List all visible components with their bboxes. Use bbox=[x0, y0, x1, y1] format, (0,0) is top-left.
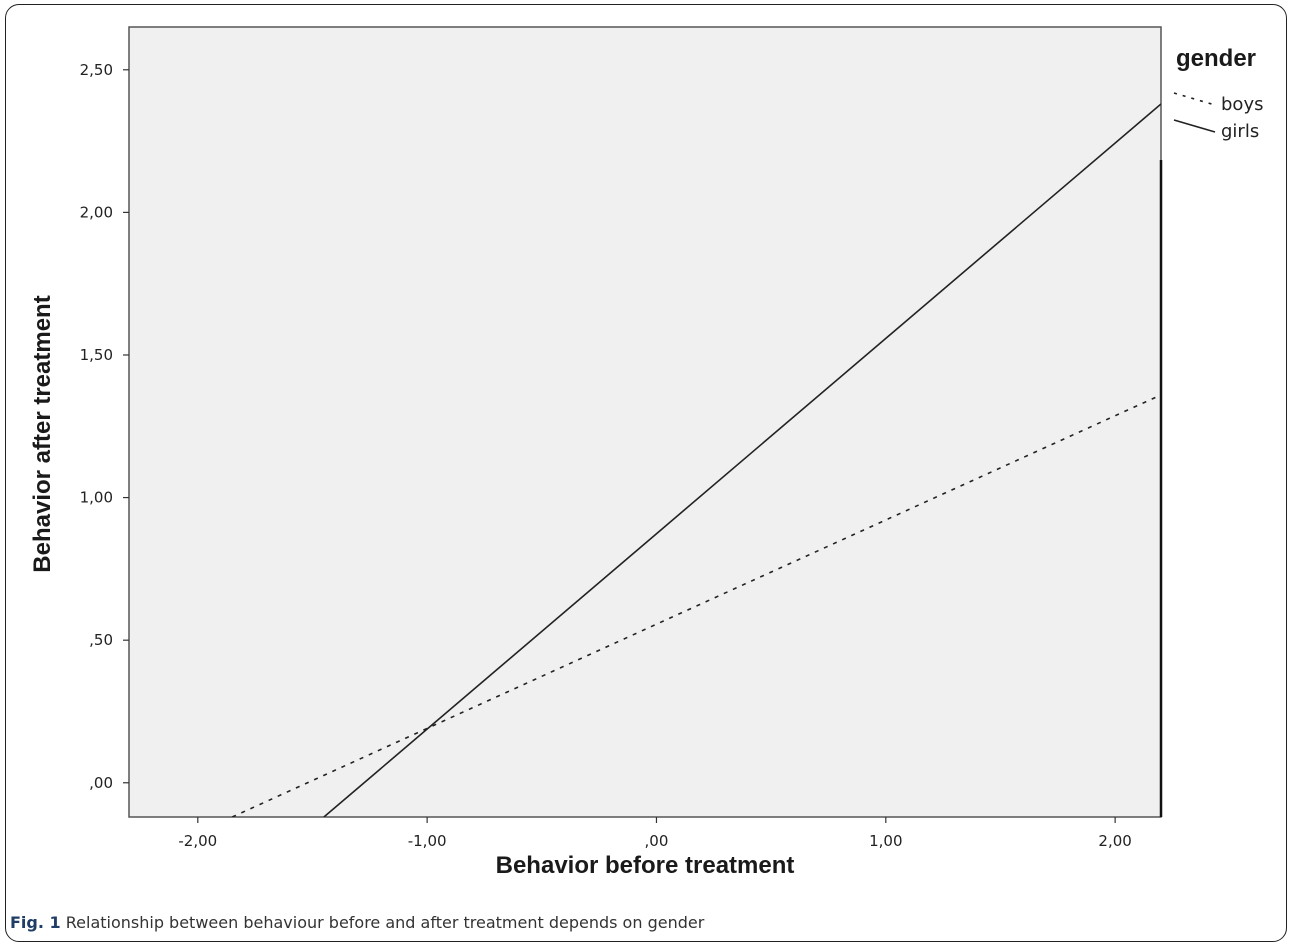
y-tick-label: 1,50 bbox=[80, 346, 113, 364]
plot-area bbox=[128, 26, 1162, 818]
legend-label-boys: boys bbox=[1221, 94, 1263, 115]
y-tick-label: 2,50 bbox=[80, 61, 113, 79]
y-tick-label: ,00 bbox=[89, 774, 113, 792]
y-tick-label: 1,00 bbox=[80, 489, 113, 507]
x-tick-label: -1,00 bbox=[408, 832, 447, 850]
y-tick-label: ,50 bbox=[89, 631, 113, 649]
x-axis: -2,00 -1,00 ,00 1,00 2,00 bbox=[178, 817, 1132, 850]
y-tick-label: 2,00 bbox=[80, 203, 113, 221]
series-layer bbox=[231, 103, 1161, 817]
caption-text: Relationship between behaviour before an… bbox=[65, 913, 705, 932]
legend: gender boys girls bbox=[1173, 45, 1263, 142]
x-tick-label: 1,00 bbox=[869, 832, 902, 850]
legend-items: boys girls bbox=[1173, 92, 1263, 142]
y-axis-title: Behavior after treatment bbox=[29, 295, 56, 572]
x-axis-title: Behavior before treatment bbox=[496, 852, 795, 879]
legend-label-girls: girls bbox=[1221, 121, 1259, 142]
series-line-boys bbox=[231, 394, 1161, 817]
series-line-girls bbox=[323, 103, 1161, 817]
figure-caption: Fig. 1 Relationship between behaviour be… bbox=[10, 913, 704, 932]
x-tick-label: -2,00 bbox=[178, 832, 217, 850]
x-tick-label: 2,00 bbox=[1098, 832, 1131, 850]
caption-label: Fig. 1 bbox=[10, 913, 61, 932]
legend-title: gender bbox=[1176, 45, 1256, 72]
legend-swatch-boys bbox=[1173, 92, 1216, 106]
legend-swatch-girls bbox=[1173, 119, 1216, 133]
y-axis: ,00 ,50 1,00 1,50 2,00 2,50 bbox=[80, 61, 129, 792]
x-tick-label: ,00 bbox=[645, 832, 669, 850]
